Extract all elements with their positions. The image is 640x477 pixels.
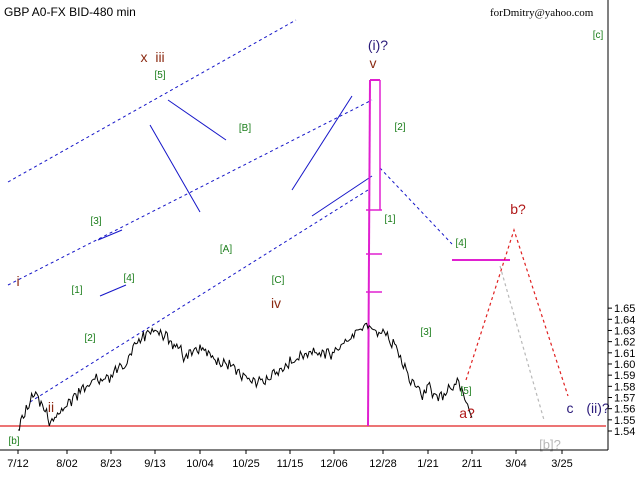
y-tick-label: 1.55 [614, 415, 635, 427]
wave-label-brown: ii [48, 399, 54, 415]
wave-label-green: [3] [90, 216, 101, 227]
channel-mid-line [7, 99, 373, 286]
x-tick-label: 1/21 [417, 458, 438, 470]
chart-title: GBP A0-FX BID-480 min [4, 5, 136, 19]
x-tick-label: 10/25 [232, 458, 260, 470]
x-tick-label: 10/04 [186, 458, 214, 470]
y-tick-label: 1.60 [614, 359, 635, 371]
levels-layer [0, 79, 606, 427]
corner-label-b: [b] [8, 436, 19, 447]
wave-label-brown: i [16, 273, 19, 289]
y-tick-label: 1.62 [614, 337, 635, 349]
wave-label-green: [C] [272, 275, 285, 286]
x-tick-label: 2/11 [462, 458, 483, 470]
x-tick-label: 12/28 [369, 458, 397, 470]
wave-label-navy: c [567, 400, 574, 416]
channel-lower-line [29, 189, 369, 403]
x-tick-label: 12/06 [320, 458, 348, 470]
triangle-upper-line [167, 99, 227, 141]
y-tick-label: 1.54 [614, 426, 635, 438]
wave-label-brown: v [370, 55, 377, 71]
forecast-layer [465, 228, 569, 421]
y-tick-label: 1.56 [614, 404, 635, 416]
wave-label-navy: (i)? [368, 37, 388, 53]
x-tick-label: 8/23 [100, 458, 121, 470]
fibo-ruler-line [367, 79, 371, 427]
wave-label-brown: x [141, 49, 148, 65]
channel-upper-line [7, 19, 297, 183]
wave-label-red: a? [459, 405, 475, 421]
y-tick-label: 1.57 [614, 392, 635, 404]
wave-label-green: [2] [394, 122, 405, 133]
wave-label-brown: iv [271, 295, 281, 311]
wave-label-green: [A] [220, 244, 232, 255]
x-tick-label: 3/04 [505, 458, 526, 470]
wave-label-green: [B] [239, 123, 251, 134]
trend-channels [7, 19, 453, 403]
x-tick-label: 3/25 [551, 458, 572, 470]
rise-lower-line [311, 175, 373, 217]
corner-label-c: [c] [593, 30, 604, 41]
wave-label-green: [5] [154, 70, 165, 81]
wave-label-green: [1] [71, 285, 82, 296]
wave-label-green: [4] [455, 238, 466, 249]
x-tick-label: 7/12 [7, 458, 28, 470]
x-tick-label: 11/15 [277, 458, 304, 470]
y-tick-label: 1.61 [614, 348, 635, 360]
wave-label-green: [4] [123, 273, 134, 284]
wave-label-brown: iii [155, 49, 164, 65]
corner-label-b-alt: [b]? [539, 437, 561, 452]
rise-upper-line [291, 95, 353, 191]
y-tick-label: 1.59 [614, 370, 635, 382]
x-tick-label: 8/02 [56, 458, 77, 470]
wave3-lower-line [99, 284, 127, 297]
price-series-line [17, 322, 473, 431]
forecast-alt-path [499, 265, 545, 421]
y-tick-label: 1.65 [614, 303, 635, 315]
wave-label-red: b? [510, 201, 526, 217]
price-layer [17, 322, 473, 431]
y-tick-label: 1.58 [614, 381, 635, 393]
credit-text: forDmitry@yahoo.com [490, 7, 594, 19]
wave-labels: [5] [B] [3] [1] [4] [2] [A] [C] [1] [2] [3] [4] [5] x… [8, 30, 609, 452]
x-tick-label: 9/13 [144, 458, 165, 470]
wave-label-green: [3] [420, 327, 431, 338]
wave-label-green: [1] [384, 214, 395, 225]
wave-label-navy: (ii)? [586, 400, 610, 416]
y-tick-label: 1.63 [614, 325, 635, 337]
triangle-lower-line [149, 124, 201, 213]
wave3-upper-line [97, 229, 123, 241]
forecast-main-path [465, 228, 569, 397]
axes: 1.651.641.631.621.611.601.591.581.571.56… [0, 0, 635, 470]
y-tick-label: 1.64 [614, 314, 635, 326]
wave-label-green: [5] [460, 386, 471, 397]
wave-label-green: [2] [84, 333, 95, 344]
